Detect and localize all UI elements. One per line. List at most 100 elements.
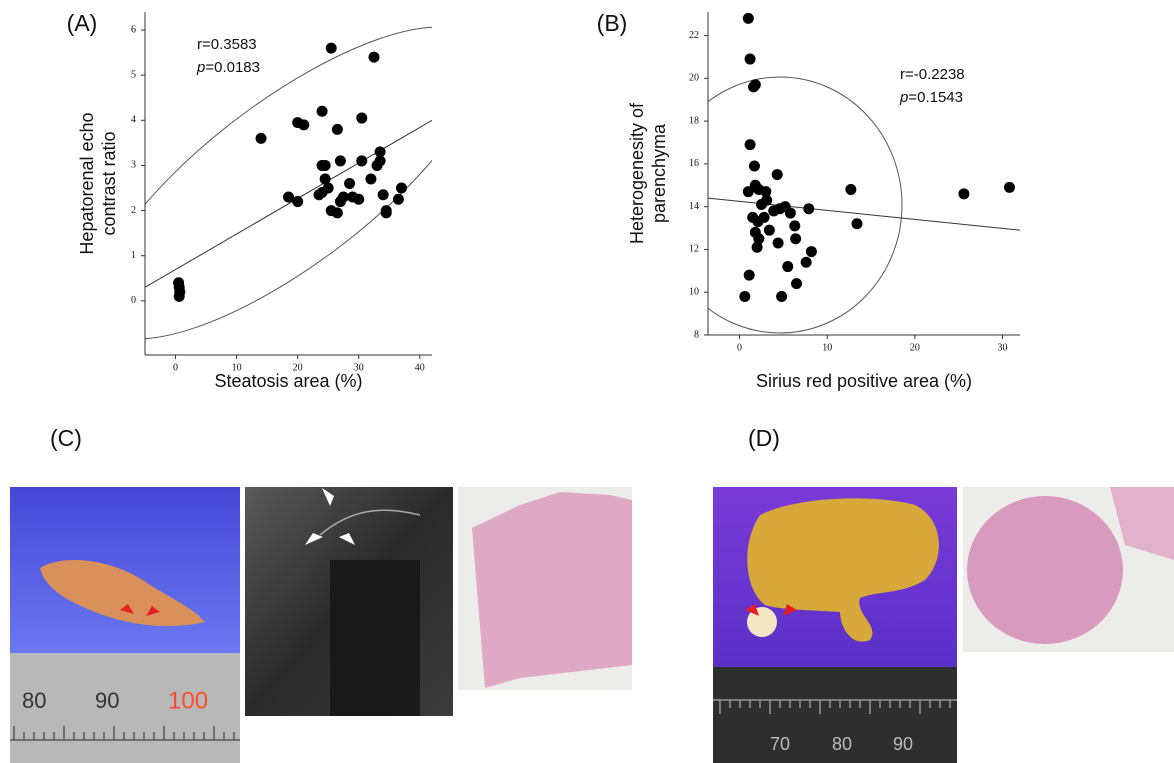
point [320, 160, 331, 171]
ruler-label: 80 [832, 734, 852, 754]
point [1004, 182, 1015, 193]
point [745, 54, 756, 65]
point [745, 139, 756, 150]
y-tick-label: 18 [689, 115, 699, 126]
point [326, 43, 337, 54]
point [743, 13, 754, 24]
point [776, 291, 787, 302]
point [791, 278, 802, 289]
annotation: r=0.3583 [197, 36, 257, 53]
point [772, 169, 783, 180]
annotation: p=0.0183 [196, 59, 260, 76]
point [332, 124, 343, 135]
y-tick-label: 5 [131, 69, 136, 80]
y-tick-label: 20 [689, 73, 699, 84]
point [958, 188, 969, 199]
point [801, 257, 812, 268]
panel-label: (C) [50, 425, 82, 451]
photo-d-liver [713, 487, 957, 763]
point [806, 246, 817, 257]
y-tick-label: 2 [131, 205, 136, 216]
point [375, 155, 386, 166]
point [761, 195, 772, 206]
point [785, 208, 796, 219]
point [298, 119, 309, 130]
point [335, 196, 346, 207]
point [356, 113, 367, 124]
y-axis-label: parenchyma [649, 123, 669, 223]
fit-line [145, 120, 432, 287]
x-tick-label: 0 [173, 362, 178, 373]
point [803, 203, 814, 214]
x-tick-label: 0 [737, 342, 742, 353]
x-tick-label: 30 [997, 342, 1007, 353]
point [381, 207, 392, 218]
ruler-label: 100 [168, 687, 208, 714]
annotation-italic: p [899, 89, 908, 106]
point [353, 194, 364, 205]
x-axis-label: Sirius red positive area (%) [756, 371, 972, 391]
point [396, 183, 407, 194]
point [174, 291, 185, 302]
point [744, 270, 755, 281]
panel-label: (D) [748, 425, 780, 451]
photo-c-ultrasound [245, 487, 453, 716]
photo-d-histology [963, 487, 1174, 652]
y-tick-label: 12 [689, 244, 699, 255]
y-tick-label: 16 [689, 158, 699, 169]
point [365, 173, 376, 184]
y-axis-label: Heterogenesity of [627, 102, 647, 244]
x-axis-label: Steatosis area (%) [214, 371, 362, 391]
x-tick-label: 20 [910, 342, 920, 353]
point [752, 242, 763, 253]
annotation: r=-0.2238 [900, 66, 965, 83]
annotation-text: =0.1543 [908, 89, 963, 106]
figure: (C) (D) 80 90 100 70 80 90 0123456010203… [0, 0, 1174, 763]
y-tick-label: 3 [131, 160, 136, 171]
annotation-italic: p [196, 59, 205, 76]
point [283, 192, 294, 203]
panel-label: (B) [597, 10, 628, 36]
point [256, 133, 267, 144]
page: {"chart_data": [ {"type": "scatter", "pa… [0, 0, 1174, 763]
point [323, 183, 334, 194]
y-tick-label: 1 [131, 250, 136, 261]
point [332, 207, 343, 218]
x-tick-label: 40 [415, 362, 425, 373]
ruler-label: 90 [95, 688, 119, 713]
x-tick-label: 10 [822, 342, 832, 353]
y-tick-label: 0 [131, 295, 136, 306]
point [314, 189, 325, 200]
annotation: p=0.1543 [899, 89, 963, 106]
photo-c-histology [458, 487, 632, 690]
point [739, 291, 750, 302]
fit-clip [145, 120, 432, 287]
point [317, 106, 328, 117]
y-axis-label: Hepatorenal echo [77, 112, 97, 254]
photo-c-liver [10, 487, 240, 763]
annotation-text: =0.0183 [205, 59, 260, 76]
ruler-label: 70 [770, 734, 790, 754]
point [773, 238, 784, 249]
annotation-text: r=-0.2238 [900, 66, 965, 83]
y-tick-label: 6 [131, 24, 136, 35]
point [759, 212, 770, 223]
y-tick-label: 22 [689, 30, 699, 41]
point [845, 184, 856, 195]
point [344, 178, 355, 189]
point [749, 161, 760, 172]
annotation-text: r=0.3583 [197, 36, 257, 53]
y-axis-label: contrast ratio [99, 131, 119, 235]
point [335, 155, 346, 166]
point [368, 52, 379, 63]
y-tick-label: 10 [689, 287, 699, 298]
point [782, 261, 793, 272]
point [790, 233, 801, 244]
y-tick-label: 14 [689, 201, 699, 212]
y-tick-label: 8 [694, 329, 699, 340]
point [750, 79, 761, 90]
point [393, 194, 404, 205]
ruler-label: 90 [893, 734, 913, 754]
point [356, 155, 367, 166]
point [851, 218, 862, 229]
